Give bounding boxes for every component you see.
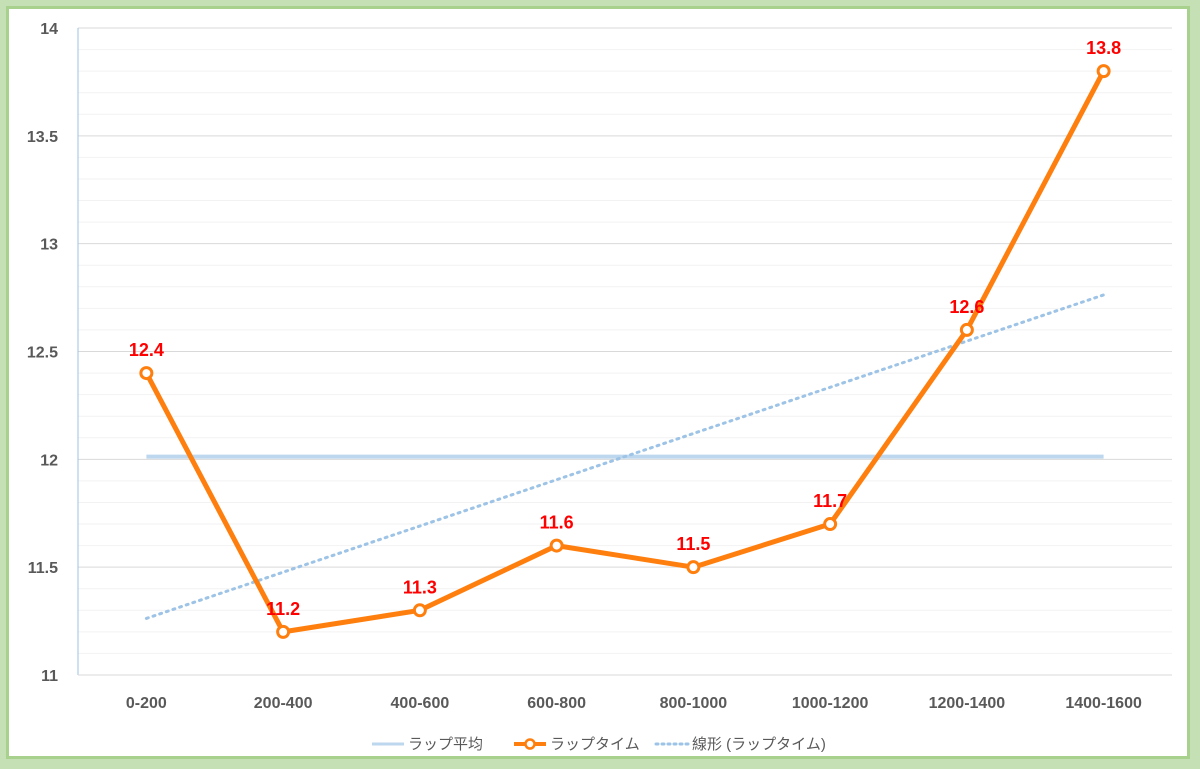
data-point bbox=[139, 366, 154, 381]
y-tick-label: 12 bbox=[40, 452, 58, 469]
legend-label: 線形 (ラップタイム) bbox=[692, 736, 826, 753]
legend-label: ラップタイム bbox=[550, 736, 640, 753]
data-point bbox=[276, 624, 291, 639]
legend: ラップ平均 ラップタイム 線形 (ラップタイム) bbox=[372, 736, 826, 753]
data-label: 11.3 bbox=[403, 577, 437, 597]
data-point bbox=[959, 322, 974, 337]
data-label: 11.7 bbox=[813, 491, 847, 511]
data-labels-layer: 12.4 11.2 11.3 11.6 11.5 11.7 12.6 13.8 bbox=[129, 38, 1121, 619]
data-label: 12.6 bbox=[949, 297, 984, 317]
major-gridlines bbox=[78, 27, 1172, 568]
data-label: 13.8 bbox=[1086, 38, 1121, 58]
series-line-1 bbox=[144, 69, 1106, 635]
data-point bbox=[1096, 64, 1111, 79]
x-tick-label: 1200-1400 bbox=[929, 695, 1006, 712]
data-label: 12.4 bbox=[129, 340, 164, 360]
data-point bbox=[412, 603, 427, 618]
data-point bbox=[549, 538, 564, 553]
series-line-2 bbox=[144, 293, 1106, 620]
data-point bbox=[823, 517, 838, 532]
y-tick-label: 11 bbox=[41, 668, 58, 685]
x-tick-label: 800-1000 bbox=[660, 695, 728, 712]
y-tick-label: 12.5 bbox=[27, 345, 58, 362]
data-label: 11.6 bbox=[540, 513, 574, 533]
x-tick-label: 200-400 bbox=[254, 695, 313, 712]
y-tick-label: 13.5 bbox=[27, 129, 58, 146]
x-tick-label: 400-600 bbox=[391, 695, 450, 712]
y-tick-label: 11.5 bbox=[28, 560, 58, 577]
axes bbox=[77, 28, 1172, 676]
data-point bbox=[686, 560, 701, 575]
x-tick-label: 1000-1200 bbox=[792, 695, 869, 712]
data-label: 11.5 bbox=[676, 534, 710, 554]
x-axis-tick-labels: 0-200 200-400 400-600 600-800 800-1000 1000-1… bbox=[126, 695, 1142, 712]
legend-marker bbox=[524, 738, 536, 750]
chart-frame bbox=[6, 6, 1190, 759]
x-tick-label: 600-800 bbox=[527, 695, 586, 712]
y-tick-label: 13 bbox=[40, 237, 58, 254]
y-tick-label: 14 bbox=[40, 21, 58, 38]
minor-gridlines bbox=[78, 49, 1172, 654]
series-layer bbox=[139, 64, 1111, 639]
legend-label: ラップ平均 bbox=[408, 736, 483, 753]
x-tick-label: 1400-1600 bbox=[1065, 695, 1142, 712]
x-tick-label: 0-200 bbox=[126, 695, 167, 712]
data-label: 11.2 bbox=[266, 599, 300, 619]
y-axis-tick-labels: 11 11.5 12 12.5 13 13.5 14 bbox=[27, 21, 58, 685]
